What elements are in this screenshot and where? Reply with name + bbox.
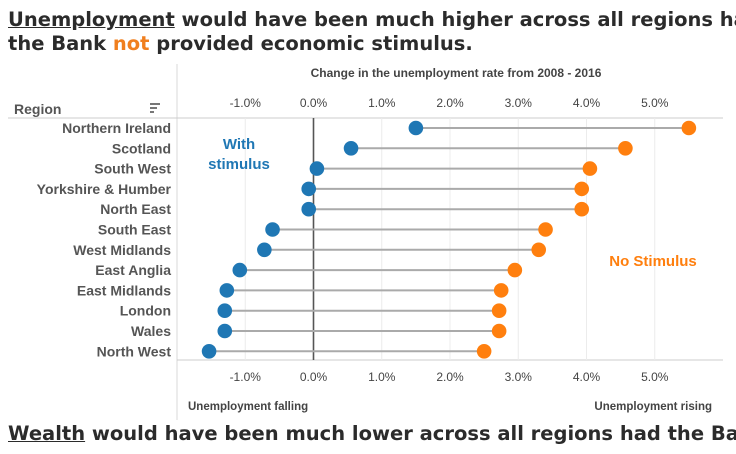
no-stimulus-point	[531, 242, 547, 258]
with-stimulus-point	[217, 323, 233, 339]
region-label: North East	[100, 201, 171, 217]
no-stimulus-point	[491, 303, 507, 318]
sort-icon[interactable]	[150, 103, 160, 113]
x-tick-label: 4.0%	[573, 370, 601, 384]
x-axis-bottom: -1.0% 0.0% 1.0% 2.0% 3.0% 4.0% 5.0%	[230, 370, 669, 384]
with-stimulus-point	[301, 201, 317, 217]
x-tick-label: 2.0%	[436, 96, 464, 110]
with-stimulus-point	[343, 141, 359, 156]
x-tick-label: 1.0%	[368, 370, 396, 384]
dumbbell-chart: Change in the unemployment rate from 200…	[8, 64, 723, 420]
headline-text: would have been much lower across all re…	[85, 422, 736, 445]
region-label: Yorkshire & Humber	[37, 181, 172, 197]
annotation-no-stimulus: No Stimulus	[609, 253, 697, 270]
x-tick-label: 3.0%	[505, 370, 533, 384]
no-stimulus-point	[574, 201, 590, 217]
x-tick-label: 2.0%	[436, 370, 464, 384]
annotation-with-stimulus: stimulus	[208, 156, 270, 173]
headline-text: the Bank	[8, 32, 113, 55]
x-tick-label: -1.0%	[230, 370, 262, 384]
region-label: South West	[94, 161, 171, 177]
with-stimulus-point	[408, 120, 424, 136]
no-stimulus-point	[681, 120, 697, 136]
region-label: Wales	[131, 323, 171, 339]
headline-wealth: Wealth would have been much lower across…	[8, 422, 736, 446]
no-stimulus-point	[493, 283, 509, 298]
no-stimulus-point	[582, 161, 598, 176]
headline-text: provided economic stimulus.	[149, 32, 473, 55]
with-stimulus-point	[257, 242, 272, 258]
headline-keyword: Wealth	[8, 422, 86, 445]
with-stimulus-point	[265, 222, 280, 237]
x-tick-label: 0.0%	[300, 96, 328, 110]
region-label: East Midlands	[77, 282, 171, 298]
with-stimulus-point	[201, 344, 217, 359]
with-stimulus-point	[232, 262, 248, 278]
chart-frame	[8, 64, 723, 420]
region-label: London	[120, 303, 171, 319]
chart-rows: Northern Ireland Scotland South West Yorksh…	[37, 120, 697, 359]
annotation-unemployment-falling: Unemployment falling	[188, 401, 308, 413]
no-stimulus-point	[476, 344, 492, 359]
x-tick-label: -1.0%	[230, 96, 262, 110]
with-stimulus-point	[301, 181, 317, 197]
x-tick-label: 5.0%	[641, 370, 669, 384]
x-tick-label: 3.0%	[505, 96, 533, 110]
headline-text: would have been much higher across all r…	[174, 8, 736, 31]
no-stimulus-point	[574, 181, 590, 197]
region-label: North West	[97, 343, 172, 359]
x-tick-label: 5.0%	[641, 96, 669, 110]
x-tick-label: 4.0%	[573, 96, 601, 110]
row-header-label: Region	[14, 101, 61, 117]
no-stimulus-point	[618, 141, 633, 156]
annotation-unemployment-rising: Unemployment rising	[594, 401, 712, 413]
with-stimulus-point	[219, 283, 235, 298]
x-tick-label: 1.0%	[368, 96, 396, 110]
region-label: Scotland	[112, 140, 171, 156]
no-stimulus-point	[491, 323, 507, 339]
region-label: West Midlands	[73, 242, 171, 258]
with-stimulus-point	[309, 161, 325, 176]
x-axis-top: -1.0% 0.0% 1.0% 2.0% 3.0% 4.0% 5.0%	[230, 96, 669, 110]
headline-emphasis: not	[112, 32, 150, 55]
region-label: South East	[98, 222, 171, 238]
no-stimulus-point	[507, 262, 523, 278]
no-stimulus-point	[538, 222, 553, 237]
region-label: Northern Ireland	[62, 120, 171, 136]
headline-keyword: Unemployment	[8, 8, 175, 31]
with-stimulus-point	[217, 303, 233, 318]
chart-title: Change in the unemployment rate from 200…	[311, 66, 602, 80]
headline-unemployment: Unemployment would have been much higher…	[8, 8, 736, 56]
x-tick-label: 0.0%	[300, 370, 328, 384]
region-label: East Anglia	[95, 262, 171, 278]
annotation-with-stimulus: With	[223, 136, 255, 153]
